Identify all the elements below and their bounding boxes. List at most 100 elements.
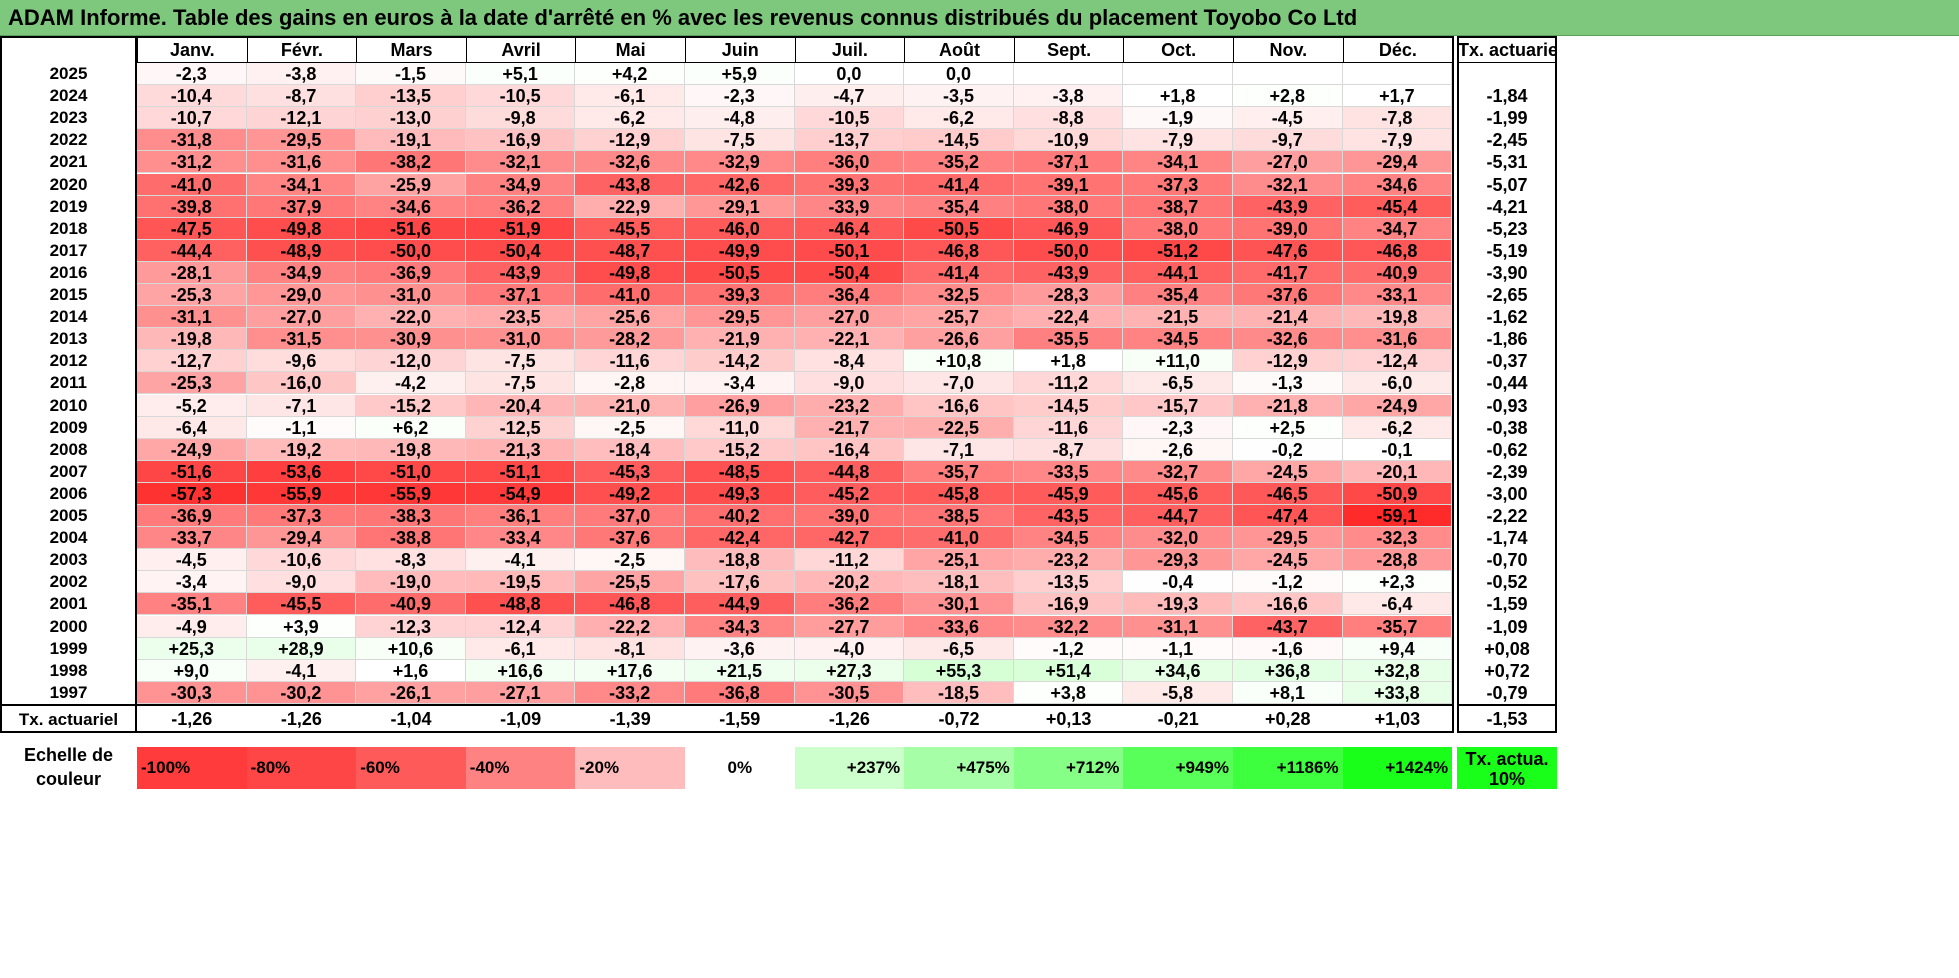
heatmap-cell: -25,7 bbox=[904, 306, 1014, 329]
heatmap-cell: -7,1 bbox=[904, 438, 1014, 461]
heatmap-cell: -22,9 bbox=[575, 195, 685, 218]
heatmap-cell: -46,4 bbox=[794, 217, 905, 240]
heatmap-cell: -38,7 bbox=[1123, 195, 1233, 218]
heatmap-cell: -11,2 bbox=[794, 549, 905, 572]
heatmap-cell: -19,2 bbox=[246, 438, 357, 461]
heatmap-cell: -32,6 bbox=[1233, 328, 1343, 351]
footer-divider bbox=[0, 703, 1455, 706]
heatmap-cell: -13,5 bbox=[356, 85, 466, 108]
annual-header: Tx. actuariel bbox=[1457, 36, 1557, 63]
color-scale-stop: +949% bbox=[1123, 746, 1233, 789]
heatmap-cell: -4,5 bbox=[1233, 107, 1343, 130]
footer-rate-cell: +0,28 bbox=[1265, 708, 1311, 729]
annual-rate-cell: -3,00 bbox=[1486, 483, 1528, 504]
heatmap-cell: -23,2 bbox=[794, 394, 905, 417]
color-scale-stop: -100% bbox=[137, 746, 247, 789]
heatmap-cell: -20,4 bbox=[465, 394, 576, 417]
heatmap-cell: -18,4 bbox=[575, 438, 685, 461]
heatmap-cell: -50,4 bbox=[465, 239, 576, 262]
heatmap-cell: -48,9 bbox=[246, 239, 357, 262]
heatmap-cell: -47,6 bbox=[1233, 239, 1343, 262]
row-year-label: 2010 bbox=[49, 395, 88, 415]
heatmap-cell: -43,7 bbox=[1233, 615, 1343, 638]
row-year-label: 2012 bbox=[49, 351, 88, 371]
heatmap-cell: -47,4 bbox=[1233, 505, 1343, 528]
heatmap-cell: -1,2 bbox=[1233, 571, 1343, 594]
heatmap-cell: -10,7 bbox=[137, 107, 247, 130]
row-year-label: 2002 bbox=[49, 572, 88, 592]
page-title: ADAM Informe. Table des gains en euros à… bbox=[0, 0, 1959, 36]
annual-rate-cell: -0,62 bbox=[1486, 439, 1528, 460]
heatmap-cell: -34,6 bbox=[356, 195, 466, 218]
heatmap-cell: -21,8 bbox=[1233, 394, 1343, 417]
heatmap-cell: -54,9 bbox=[465, 482, 576, 505]
heatmap-cell: +33,8 bbox=[1342, 681, 1453, 704]
heatmap-cell: -49,8 bbox=[575, 261, 685, 284]
row-year-label: 2016 bbox=[49, 262, 88, 282]
footer-rate-cell: -0,72 bbox=[938, 708, 980, 729]
heatmap-cell: -2,3 bbox=[137, 63, 247, 86]
heatmap-cell: -45,3 bbox=[575, 460, 685, 483]
heatmap-cell: -24,5 bbox=[1233, 549, 1343, 572]
heatmap-cell: -34,6 bbox=[1342, 173, 1453, 196]
heatmap-cell: -49,8 bbox=[246, 217, 357, 240]
heatmap-cell: -51,0 bbox=[356, 460, 466, 483]
footer-rate-cell: -1,26 bbox=[171, 708, 213, 729]
heatmap-cell: -49,9 bbox=[685, 239, 795, 262]
heatmap-cell: -25,1 bbox=[904, 549, 1014, 572]
heatmap-cell: -16,4 bbox=[794, 438, 905, 461]
heatmap-cell: -21,4 bbox=[1233, 306, 1343, 329]
heatmap-cell: -9,0 bbox=[246, 571, 357, 594]
heatmap-cell: -13,7 bbox=[794, 129, 905, 152]
heatmap-cell: -32,2 bbox=[1013, 615, 1124, 638]
heatmap-cell: -17,6 bbox=[685, 571, 795, 594]
heatmap-cell: -16,6 bbox=[904, 394, 1014, 417]
row-year-label: 2024 bbox=[49, 86, 88, 106]
annual-rate-cell: -4,21 bbox=[1486, 196, 1528, 217]
heatmap-cell: -31,8 bbox=[137, 129, 247, 152]
heatmap-cell: -13,0 bbox=[356, 107, 466, 130]
heatmap-cell: -39,8 bbox=[137, 195, 247, 218]
heatmap-cell: -43,8 bbox=[575, 173, 685, 196]
heatmap-cell: -23,2 bbox=[1013, 549, 1124, 572]
heatmap-cell: -37,1 bbox=[1013, 151, 1124, 174]
heatmap-cell: -44,7 bbox=[1123, 505, 1233, 528]
row-year-label: 2018 bbox=[49, 218, 88, 238]
heatmap-cell: -8,7 bbox=[246, 85, 357, 108]
heatmap-cell: -30,2 bbox=[246, 681, 357, 704]
heatmap-cell: -55,9 bbox=[246, 482, 357, 505]
row-year-label: 2000 bbox=[49, 616, 88, 636]
annual-rate-cell: -2,22 bbox=[1486, 506, 1528, 526]
heatmap-cell: -35,2 bbox=[904, 151, 1014, 174]
heatmap-cell: -3,6 bbox=[685, 637, 795, 660]
heatmap-cell: -6,2 bbox=[1342, 416, 1453, 439]
footer-rate-cell: -0,21 bbox=[1157, 708, 1199, 729]
row-year-label: 2020 bbox=[49, 174, 88, 194]
heatmap-cell: -40,9 bbox=[1342, 261, 1453, 284]
color-scale-stop: -60% bbox=[356, 746, 466, 789]
heatmap-cell bbox=[1233, 63, 1343, 86]
heatmap-cell: +2,8 bbox=[1233, 85, 1343, 108]
row-year-label: 1997 bbox=[49, 682, 88, 702]
annual-rate-cell: +0,08 bbox=[1484, 638, 1530, 659]
heatmap-cell: +5,1 bbox=[465, 63, 576, 86]
heatmap-cell: -12,7 bbox=[137, 350, 247, 373]
heatmap-cell: -33,6 bbox=[904, 615, 1014, 638]
heatmap-cell: -4,7 bbox=[794, 85, 905, 108]
footer-label: Tx. actuariel bbox=[18, 709, 119, 729]
heatmap-cell: -6,4 bbox=[137, 416, 247, 439]
row-year-label: 2001 bbox=[49, 594, 88, 614]
heatmap-cell: -3,4 bbox=[137, 571, 247, 594]
heatmap-cell: -37,9 bbox=[246, 195, 357, 218]
heatmap-cell: +34,6 bbox=[1123, 659, 1233, 682]
heatmap-cell: -46,0 bbox=[685, 217, 795, 240]
heatmap-cell: -42,6 bbox=[685, 173, 795, 196]
heatmap-cell: -50,0 bbox=[356, 239, 466, 262]
heatmap-cell: -18,1 bbox=[904, 571, 1014, 594]
heatmap-cell: -27,1 bbox=[465, 681, 576, 704]
heatmap-cell: -26,6 bbox=[904, 328, 1014, 351]
heatmap-cell: -12,9 bbox=[1233, 350, 1343, 373]
annual-rate-cell: -2,45 bbox=[1486, 130, 1528, 151]
heatmap-cell: -30,9 bbox=[356, 328, 466, 351]
heatmap-cell: -6,4 bbox=[1342, 593, 1453, 616]
